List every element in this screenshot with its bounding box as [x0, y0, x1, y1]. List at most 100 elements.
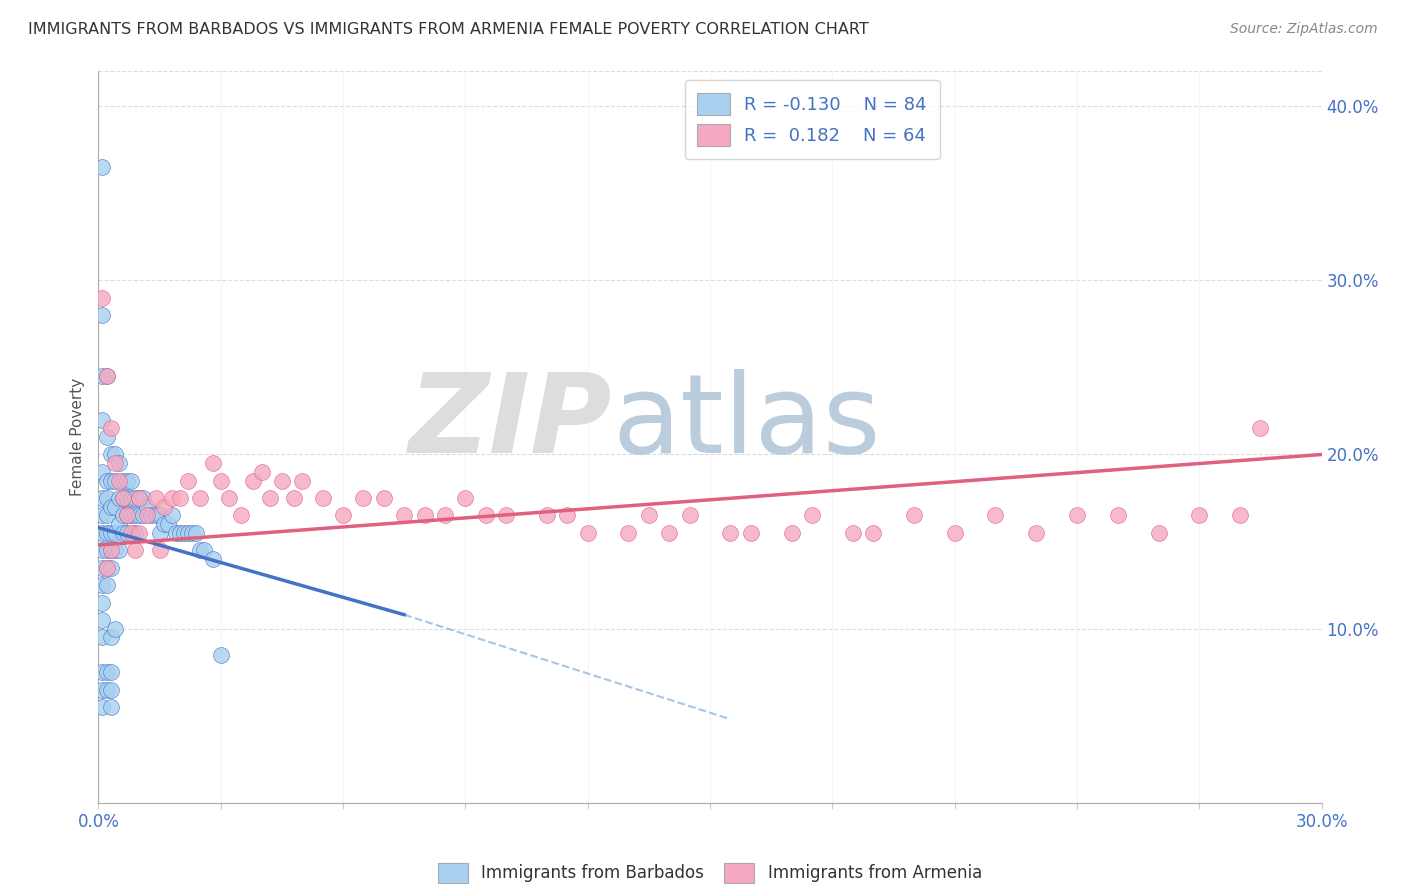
- Point: [91, 491, 114, 505]
- Point: [100, 448, 122, 462]
- Point: [108, 491, 131, 505]
- Point: [495, 508, 517, 523]
- Point: [100, 631, 122, 645]
- Point: [124, 543, 146, 558]
- Point: [136, 500, 159, 514]
- Point: [100, 525, 122, 540]
- Point: [193, 543, 215, 558]
- Point: [115, 508, 138, 523]
- Point: [91, 595, 114, 609]
- Point: [100, 474, 122, 488]
- Point: [96, 560, 118, 574]
- Point: [115, 474, 138, 488]
- Point: [283, 491, 305, 505]
- Point: [91, 160, 114, 174]
- Point: [120, 491, 142, 505]
- Point: [104, 525, 127, 540]
- Point: [658, 525, 681, 540]
- Point: [352, 491, 374, 505]
- Point: [132, 508, 155, 523]
- Point: [100, 500, 122, 514]
- Point: [186, 525, 208, 540]
- Point: [108, 474, 131, 488]
- Point: [943, 525, 966, 540]
- Point: [136, 508, 159, 523]
- Point: [96, 543, 118, 558]
- Point: [100, 665, 122, 680]
- Point: [177, 474, 200, 488]
- Point: [638, 508, 661, 523]
- Point: [104, 456, 127, 470]
- Point: [91, 525, 114, 540]
- Point: [91, 700, 114, 714]
- Point: [259, 491, 281, 505]
- Point: [124, 525, 146, 540]
- Point: [96, 369, 118, 384]
- Point: [108, 456, 131, 470]
- Point: [557, 508, 579, 523]
- Point: [115, 491, 138, 505]
- Point: [111, 491, 134, 505]
- Point: [96, 491, 118, 505]
- Point: [209, 474, 232, 488]
- Point: [108, 517, 131, 532]
- Point: [242, 474, 264, 488]
- Point: [104, 474, 127, 488]
- Point: [373, 491, 395, 505]
- Point: [332, 508, 354, 523]
- Point: [100, 421, 122, 435]
- Point: [149, 525, 172, 540]
- Text: IMMIGRANTS FROM BARBADOS VS IMMIGRANTS FROM ARMENIA FEMALE POVERTY CORRELATION C: IMMIGRANTS FROM BARBADOS VS IMMIGRANTS F…: [28, 22, 869, 37]
- Point: [231, 508, 253, 523]
- Point: [145, 508, 167, 523]
- Point: [862, 525, 884, 540]
- Point: [96, 430, 118, 444]
- Point: [312, 491, 335, 505]
- Point: [149, 508, 172, 523]
- Point: [177, 525, 200, 540]
- Point: [165, 525, 187, 540]
- Point: [96, 369, 118, 384]
- Point: [115, 525, 138, 540]
- Point: [720, 525, 742, 540]
- Point: [96, 682, 118, 697]
- Legend: Immigrants from Barbados, Immigrants from Armenia: Immigrants from Barbados, Immigrants fro…: [432, 856, 988, 889]
- Point: [91, 665, 114, 680]
- Point: [173, 525, 195, 540]
- Point: [454, 491, 477, 505]
- Point: [1107, 508, 1129, 523]
- Point: [392, 508, 416, 523]
- Point: [740, 525, 762, 540]
- Point: [141, 508, 163, 523]
- Point: [536, 508, 558, 523]
- Point: [413, 508, 436, 523]
- Point: [1147, 525, 1170, 540]
- Point: [679, 508, 702, 523]
- Point: [91, 682, 114, 697]
- Point: [250, 465, 273, 479]
- Point: [115, 508, 138, 523]
- Point: [111, 508, 134, 523]
- Point: [96, 665, 118, 680]
- Point: [160, 508, 183, 523]
- Point: [91, 412, 114, 426]
- Point: [111, 491, 134, 505]
- Point: [91, 508, 114, 523]
- Point: [100, 700, 122, 714]
- Point: [96, 560, 118, 574]
- Point: [91, 369, 114, 384]
- Point: [291, 474, 314, 488]
- Point: [152, 517, 174, 532]
- Point: [96, 578, 118, 592]
- Point: [1188, 508, 1211, 523]
- Point: [984, 508, 1007, 523]
- Point: [188, 491, 212, 505]
- Point: [188, 543, 212, 558]
- Point: [91, 631, 114, 645]
- Point: [108, 543, 131, 558]
- Point: [104, 543, 127, 558]
- Point: [149, 543, 172, 558]
- Point: [91, 543, 114, 558]
- Point: [160, 491, 183, 505]
- Point: [91, 465, 114, 479]
